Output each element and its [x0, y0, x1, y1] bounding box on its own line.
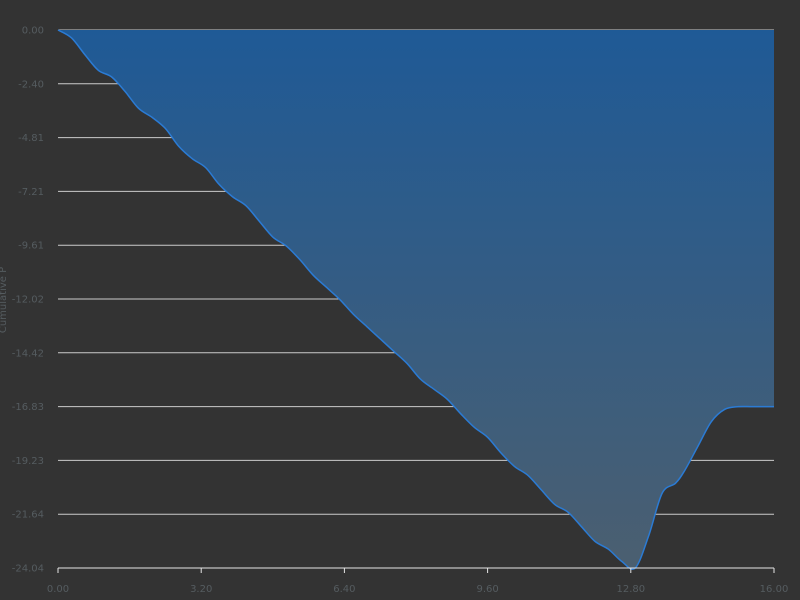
- y-tick-label: -7.21: [18, 187, 44, 198]
- series-line: [57, 29, 774, 570]
- y-tick-label: -24.04: [12, 564, 44, 575]
- area-fill: [58, 30, 774, 570]
- x-tick-label: 16.00: [760, 584, 789, 595]
- y-tick-label: -21.64: [12, 510, 44, 521]
- y-axis-title: Cumulative P: [0, 267, 9, 333]
- y-tick-label: -16.83: [12, 402, 44, 413]
- x-tick-label: 0.00: [47, 584, 69, 595]
- y-tick-label: -4.81: [18, 133, 44, 144]
- x-tick-label: 3.20: [190, 584, 212, 595]
- y-tick-label: -12.02: [12, 295, 44, 306]
- y-tick-labels: 0.00 -2.40 -4.81 -7.21 -9.61 -12.02 -14.42 -16.…: [12, 26, 44, 575]
- x-tick-labels: 0.00 3.20 6.40 9.60 12.80 16.00: [47, 584, 788, 595]
- x-tick-label: 9.60: [476, 584, 498, 595]
- y-tick-label: -14.42: [12, 348, 44, 359]
- y-tick-label: -19.23: [12, 456, 44, 467]
- y-tick-label: 0.00: [22, 26, 44, 37]
- y-tick-label: -9.61: [18, 241, 44, 252]
- y-tick-label: -2.40: [18, 79, 44, 90]
- x-tick-label: 12.80: [616, 584, 645, 595]
- axis-layer: [57, 567, 775, 573]
- x-tick-label: 6.40: [333, 584, 355, 595]
